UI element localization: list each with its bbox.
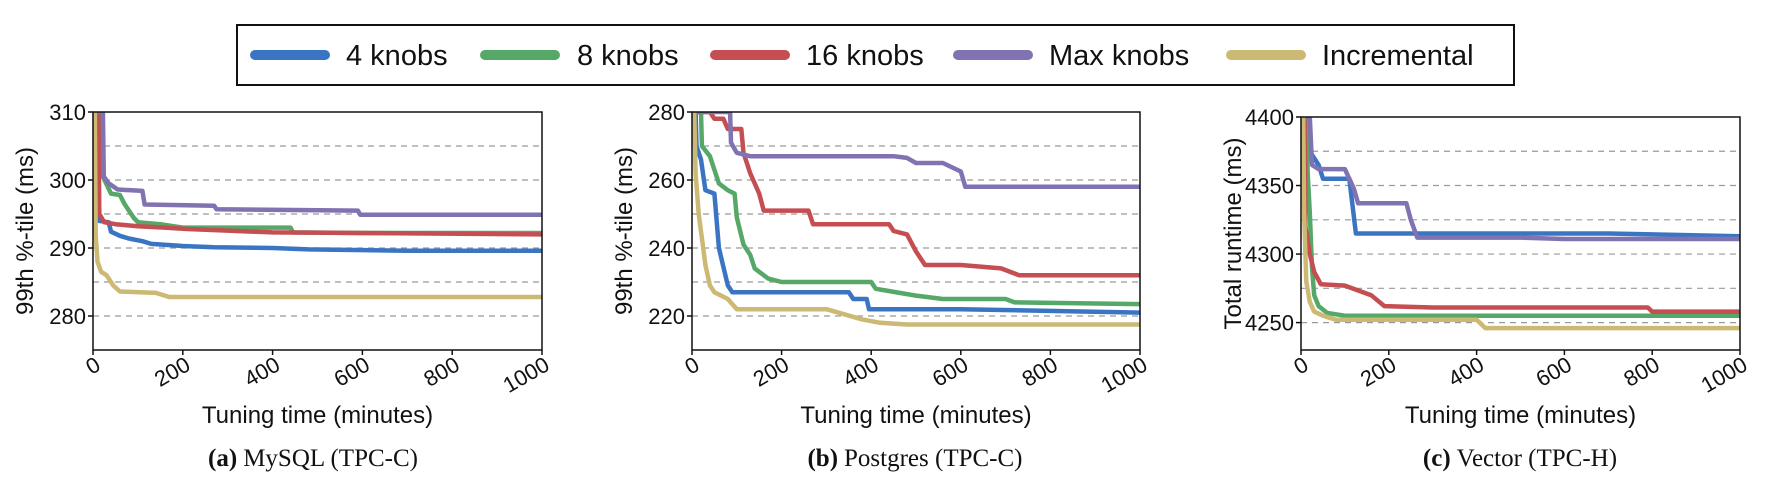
series-line-4-knobs	[692, 112, 1140, 315]
series-line-incremental	[1301, 117, 1740, 331]
series-line-incremental	[692, 112, 1140, 327]
y-tick-label: 220	[648, 304, 685, 329]
caption-letter: (c)	[1423, 445, 1451, 472]
x-tick-label: 400	[838, 352, 882, 392]
panel-mysql: 280 290 300 310 0 200 400 600 800 1000 Tuning time…	[12, 100, 554, 472]
x-tick-label: 800	[419, 352, 463, 392]
caption-letter: (a)	[208, 445, 237, 472]
series-line-16-knobs	[1301, 117, 1740, 314]
x-tick-label: 400	[1444, 352, 1488, 392]
panel-postgres: 220 240 260 280 0 200 400 600 800 1000 Tuning time…	[611, 100, 1152, 472]
x-tick-label: 800	[1018, 352, 1062, 392]
legend-label-8-knobs: 8 knobs	[577, 40, 679, 72]
x-tick-label: 600	[928, 352, 972, 392]
x-tick-label: 0	[680, 352, 703, 380]
x-tick-label: 200	[1356, 352, 1400, 392]
x-axis-title: Tuning time (minutes)	[800, 402, 1031, 429]
plot-frame	[691, 111, 1141, 351]
y-tick-label: 4350	[1245, 174, 1294, 199]
caption-letter: (b)	[807, 445, 838, 472]
y-tick-label: 300	[49, 168, 86, 193]
series-line-max-knobs	[1301, 117, 1740, 242]
y-axis-title: Total runtime (ms)	[1220, 137, 1247, 329]
caption-title: Vector (TPC-H)	[1457, 445, 1617, 472]
x-axis-title: Tuning time (minutes)	[202, 402, 433, 429]
x-tick-label: 1000	[1097, 352, 1152, 398]
plot-frame	[92, 111, 543, 351]
y-tick-label: 280	[49, 304, 86, 329]
series-line-8-knobs	[1301, 117, 1740, 318]
legend-label-incremental: Incremental	[1322, 40, 1474, 72]
x-axis-title: Tuning time (minutes)	[1405, 402, 1636, 429]
x-tick-label: 600	[1532, 352, 1576, 392]
y-axis-title: 99th %-tile (ms)	[611, 147, 638, 315]
caption-title: Postgres (TPC-C)	[844, 445, 1022, 472]
x-tick-label: 600	[330, 352, 374, 392]
y-tick-label: 4300	[1245, 242, 1294, 267]
y-tick-label: 4400	[1245, 105, 1294, 130]
y-tick-label: 290	[49, 236, 86, 261]
legend-label-4-knobs: 4 knobs	[346, 40, 448, 72]
caption-postgres: (b) Postgres (TPC-C)	[807, 445, 1022, 472]
x-tick-label: 1000	[499, 352, 554, 398]
series-line-16-knobs	[692, 112, 1140, 278]
caption-title: MySQL (TPC-C)	[243, 445, 418, 472]
y-tick-label: 280	[648, 100, 685, 125]
plot-frame	[1300, 116, 1741, 351]
caption-mysql: (a) MySQL (TPC-C)	[208, 445, 418, 472]
y-tick-label: 4250	[1245, 311, 1294, 336]
series-line-4-knobs	[1301, 117, 1740, 239]
x-tick-label: 200	[749, 352, 793, 392]
y-axis-title: 99th %-tile (ms)	[12, 147, 39, 315]
x-tick-label: 0	[81, 352, 104, 380]
y-tick-label: 310	[49, 100, 86, 125]
y-tick-label: 240	[648, 236, 685, 261]
legend-label-16-knobs: 16 knobs	[806, 40, 924, 72]
series-line-max-knobs	[692, 112, 1140, 190]
legend: 4 knobs 8 knobs 16 knobs Max knobs Increment…	[236, 24, 1515, 86]
x-tick-label: 1000	[1697, 352, 1752, 398]
series-line-max-knobs	[93, 112, 542, 217]
x-tick-label: 400	[240, 352, 284, 392]
x-tick-label: 0	[1289, 352, 1312, 380]
series-line-8-knobs	[692, 112, 1140, 307]
series-line-incremental	[93, 112, 542, 300]
panel-vector: 4250 4300 4350 4400 0 200 400 600 800 1000 Tuning …	[1220, 105, 1752, 472]
series-line-4-knobs	[93, 112, 542, 253]
x-tick-label: 800	[1619, 352, 1663, 392]
y-tick-label: 260	[648, 168, 685, 193]
caption-vector: (c) Vector (TPC-H)	[1423, 445, 1617, 472]
x-tick-label: 200	[150, 352, 194, 392]
legend-label-max-knobs: Max knobs	[1049, 40, 1189, 72]
series-line-16-knobs	[93, 112, 542, 237]
